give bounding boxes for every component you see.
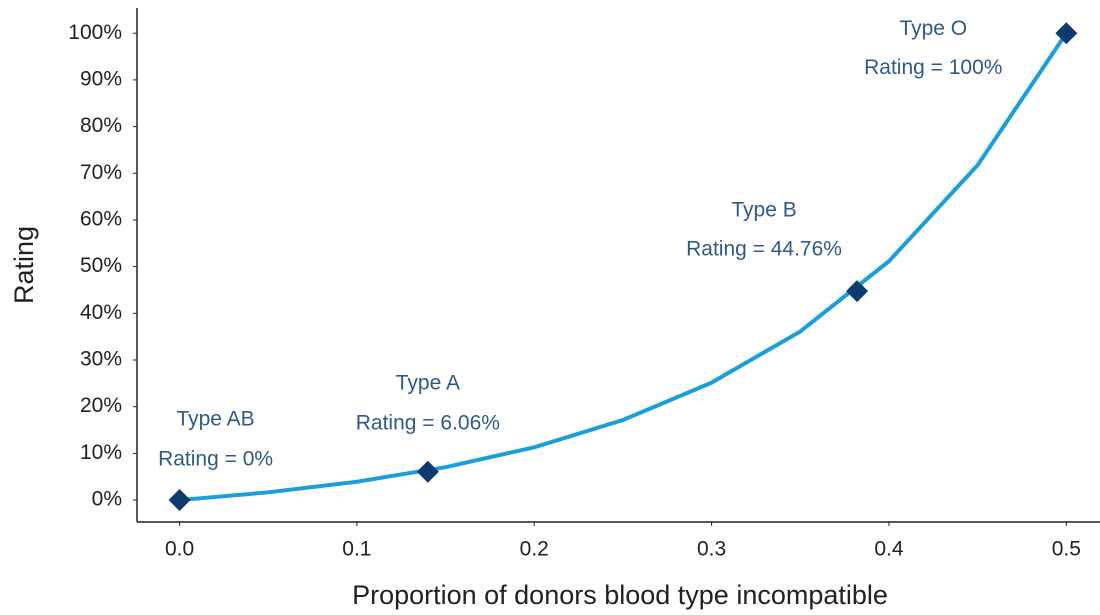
point <box>416 460 439 483</box>
point-value-label: Rating = 0% <box>158 448 273 471</box>
y-tick-label: 20% <box>80 394 122 417</box>
point <box>846 280 869 303</box>
point-name: Type B <box>731 199 796 222</box>
x-axis-title: Proportion of donors blood type incompat… <box>352 580 888 610</box>
x-tick-label: 0.0 <box>165 538 194 561</box>
point-value-label: Rating = 6.06% <box>356 411 500 434</box>
x-tick-label: 0.3 <box>697 538 726 561</box>
point-name: Type AB <box>176 408 254 431</box>
y-tick-label: 30% <box>80 348 122 371</box>
point <box>168 489 191 512</box>
y-tick-label: 10% <box>80 441 122 464</box>
y-tick-label: 90% <box>80 67 122 90</box>
point <box>1055 22 1078 45</box>
point-value-label: Rating = 44.76% <box>686 238 842 261</box>
x-tick-label: 0.2 <box>520 538 549 561</box>
point-value-label: Rating = 100% <box>864 56 1002 79</box>
curve <box>179 32 1068 503</box>
x-tick-label: 0.4 <box>874 538 904 561</box>
y-axis-title: Rating <box>9 226 39 304</box>
y-tick-label: 100% <box>68 21 122 44</box>
y-tick-label: 50% <box>80 254 122 277</box>
y-tick-label: 60% <box>80 207 122 230</box>
y-tick-label: 0% <box>92 488 122 511</box>
y-tick-label: 70% <box>80 161 122 184</box>
y-tick-label: 40% <box>80 301 122 324</box>
y-tick-label: 80% <box>80 114 122 137</box>
point-name: Type O <box>899 17 967 40</box>
x-tick-label: 0.1 <box>342 538 371 561</box>
x-tick-label: 0.5 <box>1052 538 1081 561</box>
point-name: Type A <box>396 371 460 394</box>
